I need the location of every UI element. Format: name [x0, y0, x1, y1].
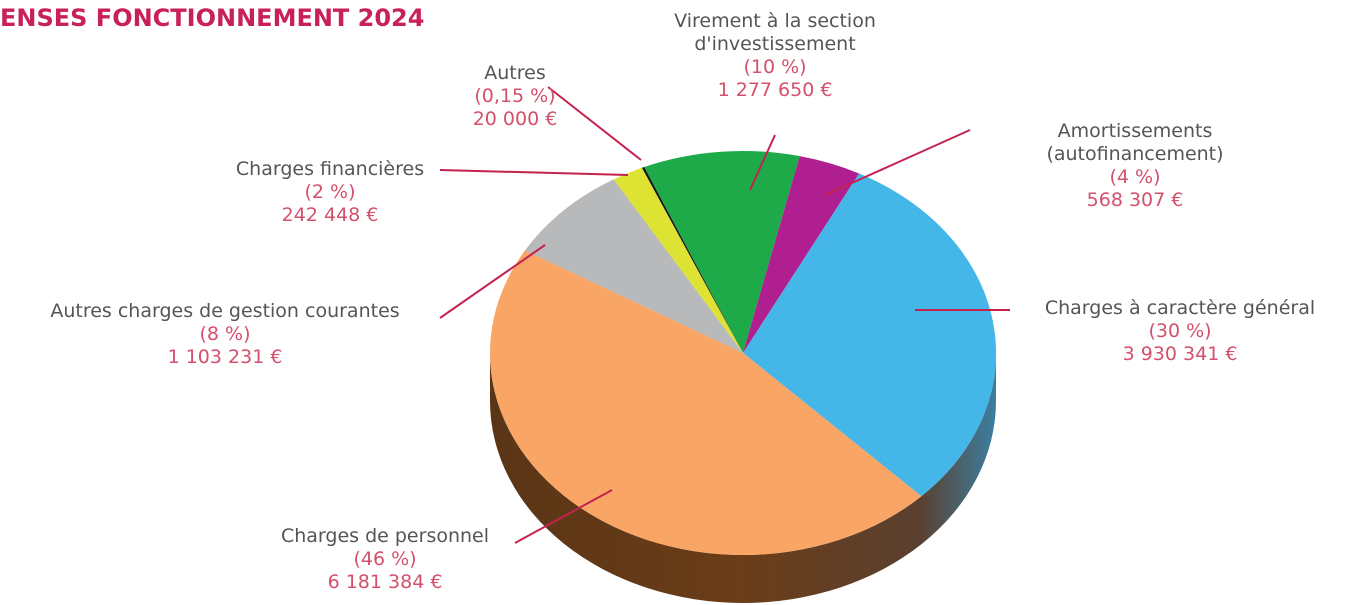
value-label: (2 %): [304, 181, 356, 203]
pie-slice: [641, 167, 743, 353]
value-label: (8 %): [199, 323, 251, 345]
category-name: Charges à caractère général: [1044, 297, 1316, 319]
value-label: (10 %): [743, 56, 807, 78]
leader-line: [514, 489, 613, 544]
amount-label: 242 448 €: [281, 204, 379, 226]
leaders: [439, 86, 1010, 544]
leader-line: [547, 86, 642, 161]
pie-slice: [613, 167, 743, 353]
category-name: Charges de personnel: [280, 525, 490, 547]
category-name: Autres charges de gestion courantes: [50, 300, 400, 322]
slice-label: Autres (0,15 %) 20 000 €: [415, 62, 615, 131]
value-label: (46 %): [353, 548, 417, 570]
pie-slice: [525, 179, 743, 353]
pie: [490, 151, 996, 603]
value-label: (30 %): [1148, 320, 1212, 342]
slice-label: Charges de personnel (46 %) 6 181 384 €: [235, 525, 535, 594]
category-name: Amortissements (autofinancement): [1046, 120, 1224, 165]
pie-slice: [490, 250, 922, 555]
leader-line: [439, 244, 546, 319]
pie-slice: [644, 151, 800, 353]
value-label: (0,15 %): [474, 85, 556, 107]
leader-line: [439, 169, 629, 176]
category-name: Virement à la section d'investissement: [674, 10, 876, 55]
pie-slice: [743, 156, 860, 353]
slice-label: Virement à la section d'investissement (1…: [645, 10, 905, 102]
chart-title: ENSES FONCTIONNEMENT 2024: [0, 4, 425, 32]
amount-label: 1 103 231 €: [167, 346, 283, 368]
category-name: Charges financières: [235, 158, 425, 180]
amount-label: 6 181 384 €: [327, 571, 443, 593]
category-name: Autres: [484, 62, 546, 84]
slice-label: Amortissements (autofinancement) (4 %) 568…: [1025, 120, 1245, 212]
pie-slice: [743, 173, 996, 497]
slice-label: Charges financières (2 %) 242 448 €: [180, 158, 480, 227]
pie-side: [490, 353, 996, 603]
amount-label: 1 277 650 €: [717, 79, 833, 101]
amount-label: 568 307 €: [1086, 189, 1184, 211]
slice-label: Charges à caractère général (30 %) 3 930 3…: [1000, 297, 1355, 366]
amount-label: 3 930 341 €: [1122, 343, 1238, 365]
slice-label: Autres charges de gestion courantes (8 %)…: [5, 300, 445, 369]
leader-line: [749, 134, 776, 191]
value-label: (4 %): [1109, 166, 1161, 188]
leader-line: [824, 129, 971, 196]
amount-label: 20 000 €: [472, 108, 558, 130]
